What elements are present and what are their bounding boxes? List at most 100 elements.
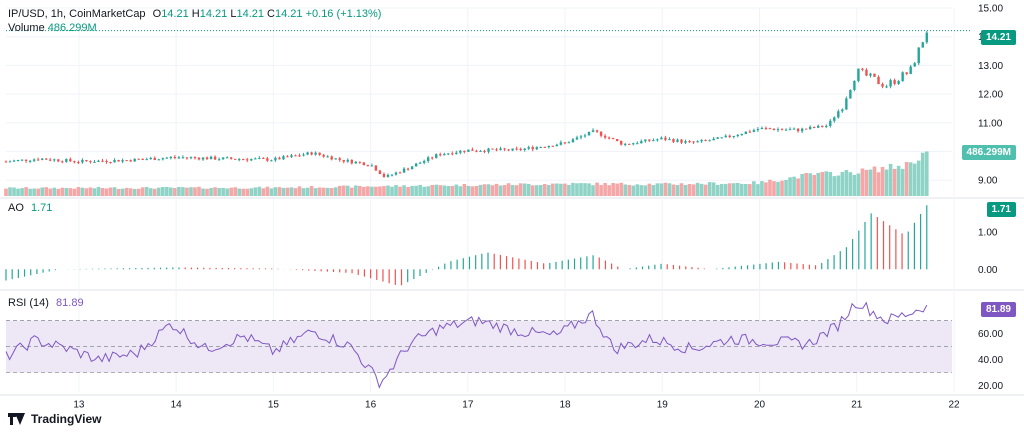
candle-body	[366, 165, 370, 167]
volume-bar	[542, 184, 547, 196]
volume-bar	[349, 187, 354, 196]
volume-bar	[534, 185, 539, 196]
candle-body	[342, 159, 345, 162]
volume-bar	[414, 185, 418, 196]
volume-bar	[394, 185, 398, 196]
candle-body	[676, 139, 679, 142]
candle-body	[776, 129, 780, 131]
volume-bar	[623, 184, 628, 196]
candle-body	[519, 148, 522, 150]
candle-body	[483, 150, 486, 152]
volume-bar	[124, 187, 129, 196]
price-candles	[4, 31, 928, 178]
volume-bar	[32, 188, 36, 196]
candle-body	[825, 125, 828, 127]
volume-bar	[643, 185, 648, 196]
volume-bar	[699, 183, 704, 196]
candle-body	[229, 157, 233, 159]
candle-body	[326, 156, 329, 158]
volume-bar	[313, 188, 318, 196]
candle-body	[274, 157, 277, 161]
candle-body	[740, 134, 744, 136]
candle-body	[636, 143, 639, 145]
volume-bar	[221, 187, 225, 196]
candle-body	[591, 130, 595, 132]
volume-bar	[241, 188, 246, 196]
candle-body	[628, 143, 631, 145]
volume-bar	[76, 187, 81, 196]
candle-body	[201, 157, 205, 160]
candle-body	[748, 131, 752, 133]
volume-bar	[655, 183, 660, 196]
candle-body	[660, 137, 663, 140]
ao-tick-label: 1.00	[978, 227, 998, 238]
volume-bar	[538, 185, 543, 196]
volume-bar	[567, 184, 571, 196]
candle-body	[808, 126, 812, 130]
x-tick-label: 14	[171, 399, 183, 410]
volume-bar	[80, 187, 85, 196]
candle-body	[905, 72, 908, 74]
candle-body	[535, 147, 538, 150]
volume-bar	[358, 185, 362, 196]
candle-body	[358, 161, 362, 163]
candle-body	[418, 162, 422, 164]
candle-body	[447, 153, 450, 155]
volume-bar	[892, 168, 897, 196]
volume-bar	[140, 187, 145, 196]
volume-bar	[450, 185, 455, 196]
volume-legend: Volume 486.299M	[8, 22, 97, 34]
volume-bar	[333, 187, 338, 196]
candle-body	[40, 158, 44, 160]
candle-body	[233, 158, 237, 160]
volume-bar	[852, 174, 857, 196]
volume-bar	[410, 185, 414, 196]
candle-body	[145, 159, 148, 161]
volume-bar	[213, 187, 217, 196]
candle-body	[833, 117, 836, 121]
volume-bar	[812, 174, 816, 196]
volume-bar	[418, 184, 422, 196]
candle-body	[149, 158, 152, 160]
candle-body	[69, 159, 72, 162]
candle-body	[117, 159, 120, 162]
candle-body	[800, 128, 804, 132]
candle-body	[849, 89, 852, 99]
price-tick-label: 15.00	[978, 4, 1003, 15]
candle-body	[354, 161, 358, 164]
candle-body	[869, 73, 872, 76]
volume-bar	[169, 187, 173, 196]
volume-bar	[305, 187, 310, 196]
candle-body	[736, 135, 739, 137]
candle-body	[290, 155, 293, 157]
candle-body	[712, 138, 715, 141]
close-value: 14.21	[275, 8, 303, 20]
volume-bar	[148, 188, 153, 196]
candle-body	[499, 148, 502, 151]
candle-body	[185, 157, 189, 159]
candle-body	[294, 155, 297, 157]
candle-body	[841, 109, 844, 112]
candle-body	[487, 148, 490, 152]
volume-bar	[12, 187, 16, 196]
symbol-title: IP/USD, 1h, CoinMarketCap	[8, 8, 146, 20]
candle-body	[169, 157, 173, 159]
candle-body	[382, 174, 386, 177]
candle-body	[684, 141, 687, 143]
candle-body	[784, 129, 788, 131]
volume-bar	[780, 180, 784, 196]
volume-bar	[820, 172, 825, 196]
candle-body	[53, 159, 56, 161]
candle-body	[632, 143, 635, 145]
candle-body	[334, 158, 337, 160]
volume-bar	[880, 166, 885, 196]
volume-bar	[639, 185, 644, 196]
open-label: O	[152, 8, 162, 20]
volume-bar	[165, 187, 169, 196]
tradingview-brand[interactable]: TradingView	[8, 412, 101, 426]
candle-body	[792, 128, 796, 130]
volume-bar	[136, 188, 141, 196]
candle-body	[410, 166, 414, 170]
candle-body	[97, 160, 100, 162]
